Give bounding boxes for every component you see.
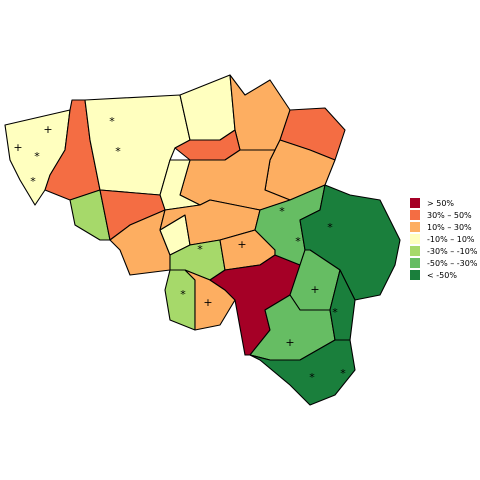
region-symbol: * bbox=[295, 235, 301, 248]
legend-label: < -50% bbox=[427, 271, 457, 280]
legend-swatch bbox=[410, 270, 420, 280]
legend-swatch bbox=[410, 234, 420, 244]
legend-swatch bbox=[410, 258, 420, 268]
region bbox=[249, 339, 356, 406]
region-symbol: + bbox=[43, 123, 52, 136]
region-symbol: + bbox=[285, 336, 294, 349]
region-symbol: * bbox=[109, 115, 115, 128]
legend-label: 30% – 50% bbox=[427, 211, 472, 220]
region-symbol: * bbox=[180, 288, 186, 301]
region-symbol: * bbox=[197, 243, 203, 256]
legend-label: -30% – -10% bbox=[427, 247, 478, 256]
region-symbol: + bbox=[237, 238, 246, 251]
legend: > 50% 30% – 50% 10% – 30% -10% – 10% -30% – … bbox=[410, 198, 478, 280]
region-symbol: + bbox=[203, 296, 212, 309]
legend-swatch bbox=[410, 246, 420, 256]
region-symbol: * bbox=[332, 306, 338, 319]
legend-swatch bbox=[410, 210, 420, 220]
legend-label: > 50% bbox=[427, 199, 454, 208]
region-symbol: * bbox=[340, 367, 346, 380]
legend-label: 10% – 30% bbox=[427, 223, 472, 232]
region-symbol: * bbox=[279, 205, 285, 218]
region-symbol: + bbox=[310, 283, 319, 296]
region-symbol: * bbox=[30, 175, 36, 188]
legend-label: -10% – 10% bbox=[427, 235, 475, 244]
region-symbol: * bbox=[309, 371, 315, 384]
region bbox=[329, 269, 356, 341]
legend-swatch bbox=[410, 222, 420, 232]
region-symbol: + bbox=[13, 141, 22, 154]
region-symbol: * bbox=[327, 221, 333, 234]
legend-swatch bbox=[410, 198, 420, 208]
region-symbol: * bbox=[34, 150, 40, 163]
region-symbol: * bbox=[115, 145, 121, 158]
region bbox=[179, 74, 236, 141]
legend-label: -50% – -30% bbox=[427, 259, 478, 268]
